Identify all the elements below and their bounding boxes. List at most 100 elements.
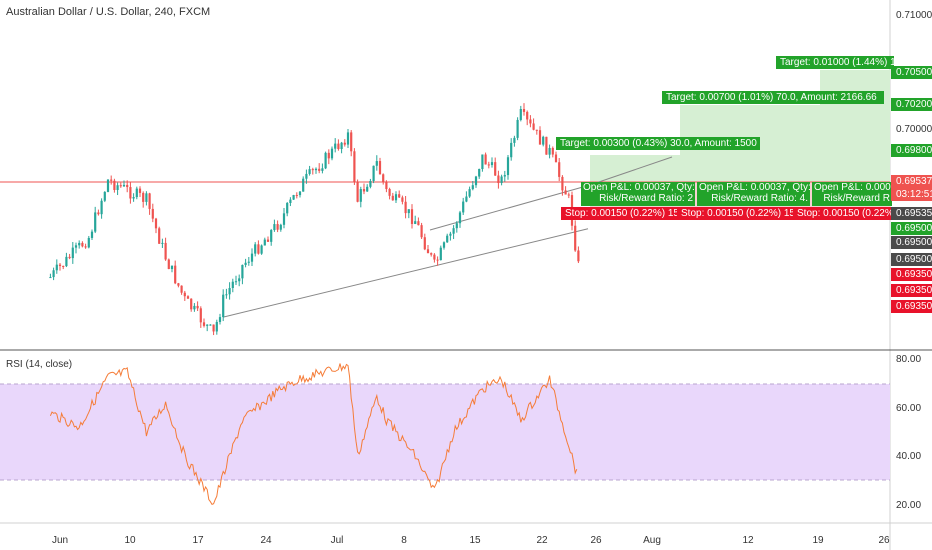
- candle-body: [375, 161, 378, 166]
- candle-body: [567, 194, 570, 196]
- candle-body: [180, 285, 183, 293]
- candle-body: [497, 175, 500, 184]
- time-label: 10: [124, 535, 136, 546]
- candle-body: [279, 224, 282, 230]
- stop-label-1[interactable]: Stop: 0.00150 (0.22%) 15: [561, 207, 683, 220]
- time-label: 12: [742, 535, 754, 546]
- candle-body: [292, 195, 295, 200]
- candle-body: [68, 256, 71, 259]
- pnl-box-2[interactable]: Open P&L: 0.00037, Qty: 1 Risk/Reward Ra…: [697, 182, 810, 206]
- candle-body: [100, 200, 103, 215]
- candle-body: [564, 190, 567, 195]
- target-label-2[interactable]: Target: 0.00700 (1.01%) 70.0, Amount: 21…: [662, 91, 884, 104]
- candle-body: [353, 151, 356, 182]
- candle-body: [305, 173, 308, 179]
- price-label-current: 0.69537: [891, 175, 932, 188]
- candle-body: [500, 176, 503, 184]
- candle-body: [478, 169, 481, 177]
- countdown-label: 03:12:51: [891, 188, 932, 201]
- candle-body: [212, 324, 215, 332]
- candle-body: [289, 199, 292, 203]
- candle-body: [231, 281, 234, 289]
- candle-body: [391, 195, 394, 201]
- candle-body: [577, 250, 580, 262]
- candle-body: [481, 154, 484, 170]
- candle-body: [513, 137, 516, 143]
- stop-label-2[interactable]: Stop: 0.00150 (0.22%) 15: [677, 207, 799, 220]
- candle-body: [247, 261, 250, 263]
- trend-line-projection: [589, 156, 673, 186]
- candle-body: [228, 288, 231, 295]
- candle-body: [209, 324, 212, 326]
- candle-body: [103, 191, 106, 201]
- pnl-box-1[interactable]: Open P&L: 0.00037, Qty: 1 Risk/Reward Ra…: [581, 182, 695, 206]
- candle-body: [382, 174, 385, 182]
- candle-body: [340, 142, 343, 150]
- candle-body: [401, 197, 404, 202]
- price-label-3: 0.70200: [891, 98, 932, 111]
- candle-body: [254, 244, 257, 254]
- candle-body: [538, 130, 542, 145]
- candle-body: [94, 212, 97, 232]
- rsi-label-80: 80.00: [896, 354, 922, 365]
- candle-body: [276, 224, 279, 230]
- candle-body: [196, 305, 199, 309]
- pnl-3-line1: Open P&L: 0.00037: [814, 182, 892, 193]
- price-label-10: 0.69350: [891, 268, 932, 281]
- rsi-label-20: 20.00: [896, 500, 922, 511]
- candle-body: [270, 230, 273, 242]
- target-label-3[interactable]: Target: 0.01000 (1.44%) 1: [776, 56, 894, 69]
- price-label-1: 0.71000: [896, 10, 932, 21]
- candle-body: [65, 256, 68, 267]
- chart-title: Australian Dollar / U.S. Dollar, 240, FX…: [6, 6, 211, 18]
- candle-body: [388, 189, 391, 196]
- candle-body: [548, 147, 551, 155]
- candle-body: [510, 142, 513, 158]
- candle-body: [462, 201, 465, 213]
- candle-body: [426, 249, 430, 254]
- candle-body: [58, 264, 62, 266]
- candle-body: [161, 242, 164, 244]
- candle-body: [436, 259, 439, 261]
- pnl-3-line2: Risk/Reward R: [823, 193, 890, 204]
- candle-body: [366, 186, 369, 192]
- candle-body: [132, 197, 135, 199]
- candle-body: [468, 189, 471, 197]
- candle-body: [522, 109, 526, 112]
- candle-body: [551, 147, 554, 155]
- pnl-2-line1: Open P&L: 0.00037, Qty: 1: [699, 182, 810, 193]
- stop-label-3[interactable]: Stop: 0.00150 (0.22%): [793, 207, 900, 220]
- candle-body: [78, 242, 81, 246]
- price-label-12: 0.69350: [891, 300, 932, 313]
- price-label-11: 0.69350: [891, 284, 932, 297]
- candle-body: [414, 221, 417, 224]
- candle-body: [238, 278, 241, 282]
- candle-body: [206, 324, 209, 326]
- candle-body: [225, 294, 228, 296]
- price-label-8: 0.69500: [891, 236, 932, 249]
- candle-body: [250, 253, 254, 262]
- candle-body: [334, 143, 337, 149]
- candle-body: [452, 228, 455, 234]
- candle-body: [266, 239, 270, 242]
- candle-body: [177, 283, 180, 286]
- candle-body: [71, 247, 74, 259]
- time-label: 26: [590, 535, 602, 546]
- candle-body: [110, 179, 113, 181]
- pnl-1-line1: Open P&L: 0.00037, Qty: 1: [583, 182, 695, 193]
- candle-body: [574, 225, 577, 251]
- candle-body: [234, 281, 238, 283]
- pnl-box-3[interactable]: Open P&L: 0.00037 Risk/Reward R: [812, 182, 892, 206]
- target-label-1[interactable]: Target: 0.00300 (0.43%) 30.0, Amount: 15…: [556, 137, 760, 150]
- candle-body: [503, 175, 506, 177]
- price-label-9: 0.69500: [891, 253, 932, 266]
- candle-body: [116, 185, 119, 190]
- candle-body: [449, 233, 452, 236]
- candle-body: [410, 209, 414, 224]
- candle-body: [286, 202, 289, 214]
- candle-body: [55, 264, 58, 271]
- candle-body: [439, 247, 442, 261]
- candle-body: [49, 277, 52, 279]
